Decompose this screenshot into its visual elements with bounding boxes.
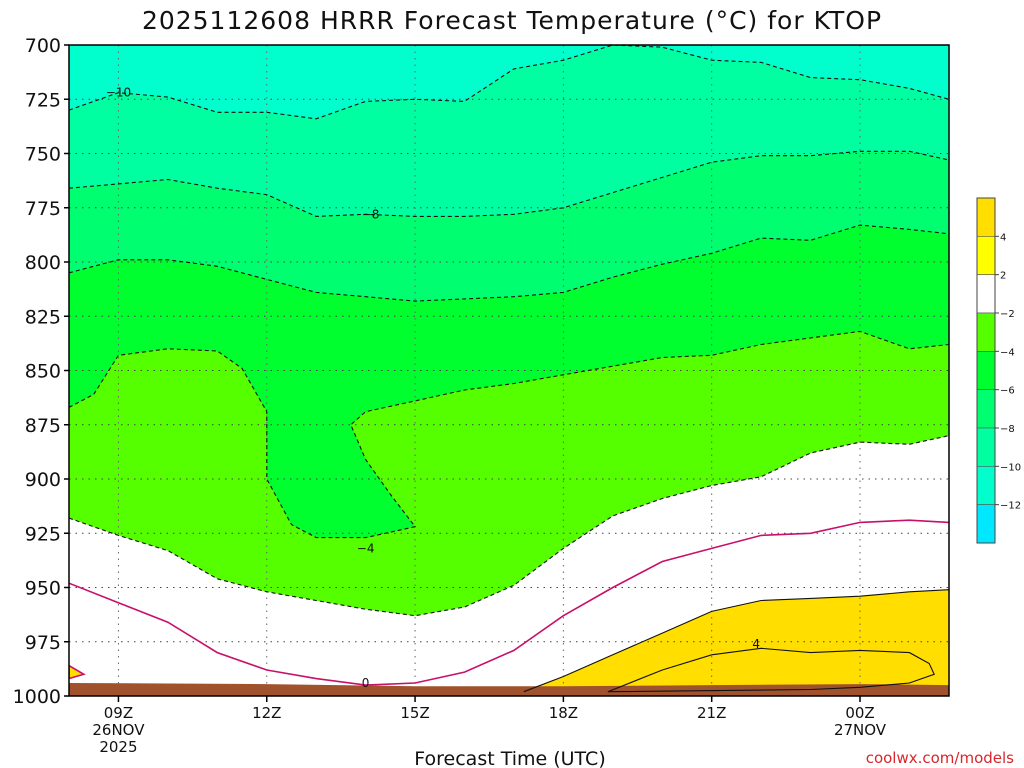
isotherm-line [69, 435, 949, 617]
x-tick-label: 18Z [549, 704, 578, 722]
contour-labels: −10 −8 −4 0 4 [106, 86, 760, 690]
y-axis: 700 725 750 775 800 825 850 875 900 925 950 975 1000 [13, 35, 69, 708]
color-legend: 4 2 −2 −4 −6 −8 −10 −12 [976, 197, 1021, 544]
isotherm-line [523, 589, 949, 693]
y-tick-label: 800 [25, 252, 61, 274]
legend-frame [976, 197, 996, 544]
x-tick-label: 26NOV [92, 721, 145, 739]
isotherm-line [69, 150, 949, 217]
legend-tick-label: −4 [1000, 347, 1015, 358]
y-tick-label: 725 [25, 89, 61, 111]
x-tick-label: 09Z [104, 704, 133, 722]
isotherm-line [69, 330, 949, 539]
legend-swatch [976, 466, 996, 505]
x-tick-label: 15Z [400, 704, 429, 722]
legend-tick-label: 2 [1000, 271, 1006, 282]
legend-swatch [976, 236, 996, 275]
ground-surface [69, 682, 949, 696]
isotherm-lines [69, 45, 949, 693]
y-tick-label: 1000 [13, 686, 61, 708]
x-tick-label: 12Z [252, 704, 281, 722]
legend-tick-label: −2 [1000, 309, 1015, 320]
y-tick-label: 925 [25, 523, 61, 545]
legend-swatch [976, 427, 996, 467]
contour-label: −10 [106, 86, 131, 100]
y-tick-label: 825 [25, 306, 61, 328]
legend-tick-label: −8 [1000, 424, 1015, 435]
y-tick-label: 775 [25, 198, 61, 220]
credit-link[interactable]: coolwx.com/models [866, 749, 1014, 767]
isotherm-line [69, 664, 86, 680]
chart-title: 2025112608 HRRR Forecast Temperature (°C… [142, 6, 882, 35]
y-tick-label: 975 [25, 632, 61, 654]
contour-label: 0 [362, 676, 370, 690]
plot-grid [69, 45, 949, 696]
legend-tick-label: −6 [1000, 386, 1015, 397]
legend-swatch [976, 197, 996, 237]
contour-label: −8 [362, 207, 380, 221]
legend-swatch [976, 389, 996, 429]
fill-band-warm4 [607, 648, 935, 692]
isotherm-line [69, 45, 949, 120]
y-tick-label: 750 [25, 144, 61, 166]
x-tick-label: 00Z [845, 704, 874, 722]
y-tick-label: 700 [25, 35, 61, 57]
legend-swatch [976, 274, 996, 314]
y-tick-label: 875 [25, 415, 61, 437]
legend-tick-label: 4 [1000, 232, 1006, 243]
legend-swatch [976, 312, 996, 352]
y-tick-label: 850 [25, 361, 61, 383]
y-tick-label: 950 [25, 578, 61, 600]
isotherm-line [69, 224, 949, 302]
x-axis-title: Forecast Time (UTC) [414, 748, 605, 768]
legend-tick-label: −12 [1000, 501, 1021, 512]
x-tick-label: 21Z [697, 704, 726, 722]
legend-swatch [976, 351, 996, 390]
temperature-fills [69, 45, 949, 696]
legend-tick-label: −10 [1000, 462, 1021, 473]
isotherm-line [69, 519, 949, 686]
contour-label: −4 [357, 541, 375, 555]
contour-label: 4 [752, 637, 760, 651]
y-tick-label: 900 [25, 469, 61, 491]
isotherm-line [607, 647, 935, 693]
x-tick-label: 27NOV [834, 721, 887, 739]
x-tick-label: 2025 [99, 738, 137, 756]
legend-swatch [976, 504, 996, 544]
